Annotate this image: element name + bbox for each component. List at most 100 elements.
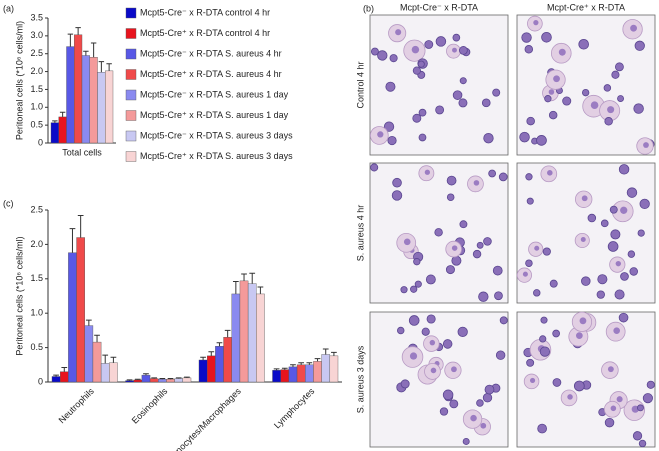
bar — [182, 377, 192, 383]
nucleus — [615, 260, 621, 267]
cell — [539, 335, 547, 343]
cell — [603, 84, 612, 92]
error-bar — [322, 348, 329, 355]
y-tick-label: 1.5 — [30, 273, 43, 283]
nucleus — [451, 245, 458, 251]
cell — [412, 66, 421, 75]
bar — [89, 57, 98, 144]
error-bar — [273, 368, 280, 371]
error-bar — [200, 356, 206, 360]
cell — [617, 95, 625, 102]
nucleus — [409, 352, 418, 360]
bar — [74, 34, 83, 144]
nucleus — [395, 29, 402, 36]
cell — [435, 105, 445, 115]
cell — [483, 237, 492, 246]
y-tick-label: 2.5 — [30, 204, 43, 214]
nucleus — [579, 317, 587, 325]
cell — [637, 404, 644, 412]
cell — [421, 327, 430, 336]
error-bar — [216, 342, 223, 347]
cell — [604, 417, 615, 428]
error-bar — [52, 120, 58, 123]
cell — [573, 380, 585, 392]
cell — [418, 108, 427, 117]
bar — [66, 46, 75, 144]
cell — [492, 88, 501, 97]
cell — [449, 399, 459, 409]
nucleus — [452, 47, 457, 53]
cell — [537, 423, 547, 434]
cell — [634, 40, 645, 51]
error-bar — [110, 356, 117, 363]
cell — [536, 135, 547, 146]
bar — [280, 369, 290, 383]
cell — [462, 437, 470, 445]
bar — [166, 379, 175, 383]
cell — [424, 40, 434, 49]
bar — [92, 341, 102, 383]
cell — [552, 378, 562, 387]
error-bar — [90, 42, 97, 58]
y-tick-label: 2.5 — [30, 48, 43, 58]
x-tick-label: Total cells — [62, 147, 102, 157]
cell — [587, 213, 597, 223]
cell — [452, 90, 463, 100]
legend-swatch — [125, 151, 137, 162]
bar — [81, 55, 90, 144]
cell — [637, 229, 645, 237]
cell — [446, 175, 457, 186]
bar — [272, 370, 281, 383]
cell — [578, 38, 589, 50]
cell — [478, 291, 489, 302]
cell — [581, 88, 590, 97]
error-bar — [134, 378, 141, 380]
error-bar — [232, 281, 239, 294]
bar — [256, 293, 265, 383]
y-axis-label: Peritoneal cells (*10⁶ cells/ml) — [14, 236, 24, 355]
legend-swatch — [125, 130, 137, 142]
cell — [476, 399, 484, 407]
bar — [296, 364, 306, 383]
cell — [638, 439, 647, 448]
cell — [626, 187, 638, 198]
cell — [607, 241, 619, 252]
column-label: Mcpt-Cre⁺ x R-DTA — [547, 2, 625, 12]
legend-swatch — [125, 28, 137, 39]
cell — [442, 339, 453, 349]
cell — [614, 289, 625, 300]
cell — [615, 62, 624, 72]
cell — [526, 116, 535, 126]
nucleus — [424, 169, 431, 175]
y-tick-label: 1.5 — [30, 84, 43, 94]
cell — [391, 190, 403, 201]
cell — [627, 250, 636, 258]
cell — [476, 241, 484, 249]
error-bar — [224, 329, 231, 338]
legend-swatch — [125, 7, 137, 19]
cell — [435, 36, 447, 47]
cell — [387, 135, 397, 146]
cell — [392, 177, 402, 188]
x-tick-label: Neutrophils — [57, 386, 97, 426]
error-bar — [298, 362, 305, 365]
bar — [206, 355, 216, 383]
bar — [305, 364, 314, 383]
x-tick-label: Monocytes/Macrophages — [165, 386, 244, 451]
nucleus — [580, 236, 586, 242]
bar — [50, 122, 59, 144]
error-bar — [151, 377, 158, 379]
nucleus — [607, 106, 615, 114]
cell — [451, 255, 462, 266]
cell — [639, 198, 650, 210]
bar — [215, 346, 224, 383]
error-bar — [143, 373, 149, 376]
bar — [51, 376, 61, 383]
cell — [410, 285, 418, 293]
cell — [397, 326, 405, 335]
cell — [552, 329, 560, 338]
y-tick-label: 0.5 — [30, 342, 43, 352]
cell — [548, 110, 558, 120]
cell — [499, 316, 508, 325]
y-tick-label: 0.5 — [30, 120, 43, 130]
